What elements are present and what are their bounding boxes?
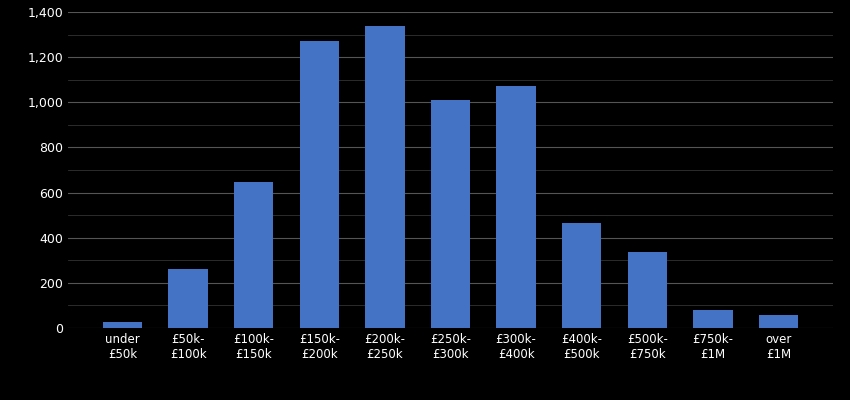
Bar bbox=[562, 223, 602, 328]
Bar bbox=[234, 182, 274, 328]
Bar bbox=[694, 310, 733, 328]
Bar bbox=[299, 41, 339, 328]
Bar bbox=[431, 100, 470, 328]
Bar bbox=[627, 252, 667, 328]
Bar bbox=[759, 315, 798, 328]
Bar bbox=[366, 26, 405, 328]
Bar bbox=[496, 86, 536, 328]
Bar bbox=[103, 322, 142, 328]
Bar bbox=[168, 269, 207, 328]
